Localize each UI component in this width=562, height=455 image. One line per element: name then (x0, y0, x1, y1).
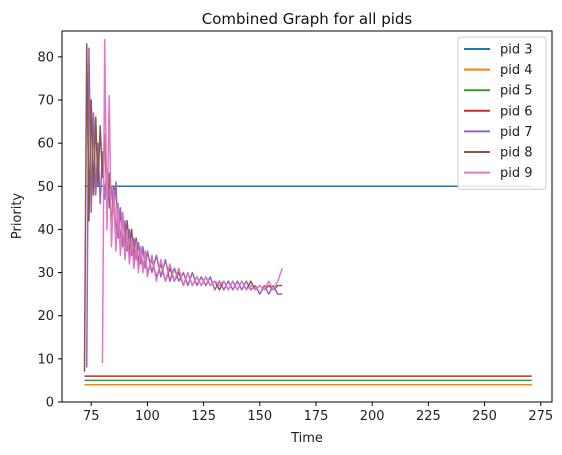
x-axis-label: Time (290, 431, 323, 446)
x-tick-label: 150 (247, 409, 272, 424)
y-tick-label: 40 (37, 223, 54, 238)
y-tick-label: 0 (46, 396, 54, 411)
legend-label: pid 8 (500, 146, 533, 161)
legend-label: pid 4 (500, 63, 533, 78)
legend-label: pid 3 (500, 43, 533, 58)
series-line-pid-7 (85, 47, 283, 368)
x-tick-label: 75 (83, 409, 100, 424)
y-tick-label: 20 (37, 309, 54, 324)
plot-frame (61, 30, 553, 403)
x-tick-label: 175 (304, 409, 329, 424)
y-tick-label: 70 (37, 94, 54, 109)
y-tick-label: 80 (37, 50, 54, 65)
legend-label: pid 7 (500, 125, 533, 140)
plot-lines (83, 38, 532, 386)
x-tick-label: 225 (416, 409, 441, 424)
x-axis: 75 100 125 150 175 200 225 250 275 (83, 402, 553, 424)
y-tick-label: 10 (37, 352, 54, 367)
y-tick-label: 30 (37, 266, 54, 281)
x-tick-label: 100 (135, 409, 160, 424)
y-tick-label: 50 (37, 180, 54, 195)
legend-label: pid 6 (500, 104, 533, 119)
series-line-pid-9 (101, 38, 283, 364)
x-tick-label: 200 (360, 409, 385, 424)
chart-title: Combined Graph for all pids (202, 10, 413, 28)
y-axis: 0 10 20 30 40 50 60 70 80 (37, 50, 62, 411)
legend: pid 3 pid 4 pid 5 pid 6 pid 7 pid 8 pid 9 (457, 36, 547, 190)
y-tick-label: 60 (37, 137, 54, 152)
legend-label: pid 9 (500, 166, 533, 181)
x-tick-label: 125 (191, 409, 216, 424)
legend-label: pid 5 (500, 84, 533, 99)
x-tick-label: 275 (528, 409, 553, 424)
y-axis-label: Priority (10, 193, 25, 240)
x-tick-label: 250 (472, 409, 497, 424)
